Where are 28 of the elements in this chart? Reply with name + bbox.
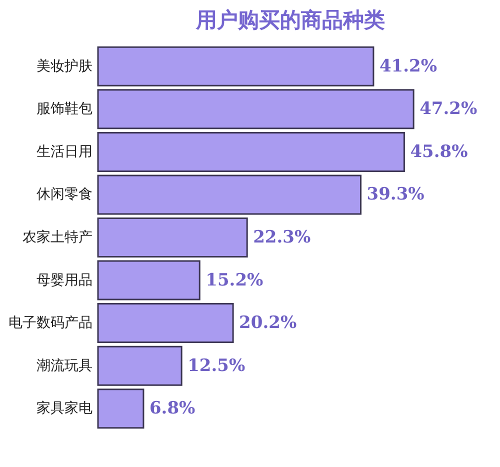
data-label: 47.2%	[420, 99, 478, 120]
bar	[97, 346, 182, 386]
bar	[97, 388, 144, 429]
y-tick-label: 休闲零食	[36, 186, 92, 203]
y-tick-label: 农家土特产	[22, 230, 92, 246]
bar	[97, 89, 414, 130]
data-label: 22.3%	[253, 228, 311, 248]
chart-title: 用户购买的商品种类	[195, 8, 385, 32]
bar	[97, 260, 200, 300]
y-tick-label: 电子数码产品	[8, 315, 92, 332]
data-label: 45.8%	[410, 142, 468, 162]
data-label: 15.2%	[206, 270, 264, 290]
bar	[97, 46, 374, 86]
y-tick-label: 潮流玩具	[36, 358, 92, 374]
data-label: 39.3%	[366, 184, 424, 205]
bar	[97, 303, 234, 344]
data-label: 41.2%	[379, 56, 438, 76]
y-tick-label: 家具家电	[36, 400, 92, 417]
bar	[97, 132, 405, 172]
y-tick-label: 美妆护肤	[36, 58, 92, 74]
data-label: 20.2%	[239, 313, 297, 334]
data-label: 12.5%	[188, 356, 246, 376]
data-label: 6.8%	[149, 398, 196, 419]
bar	[97, 174, 362, 215]
y-tick-label: 生活日用	[36, 144, 92, 160]
y-tick-label: 母婴用品	[36, 272, 92, 288]
bar	[97, 218, 248, 258]
y-tick-label: 服饰鞋包	[36, 101, 92, 118]
